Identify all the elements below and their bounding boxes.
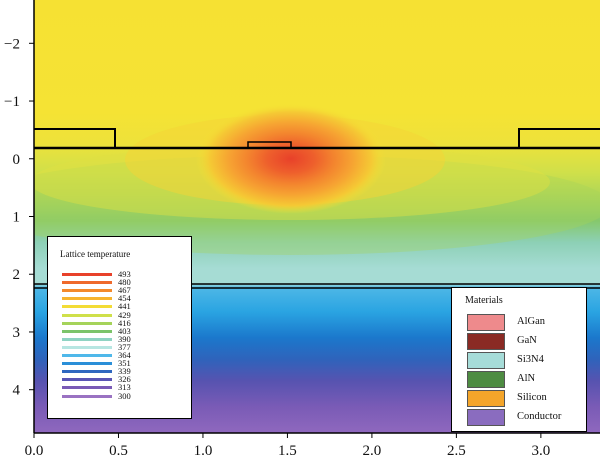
materials-legend-entry: GaN [467, 333, 577, 352]
temperature-legend-value: 429 [118, 309, 131, 320]
x-tick-label: 0.5 [109, 443, 128, 459]
y-tick-label: 1 [13, 210, 21, 226]
materials-legend-swatch [467, 409, 505, 426]
temperature-legend-entry: 339 [62, 366, 172, 377]
temperature-legend-entry: 313 [62, 382, 172, 393]
materials-legend-label: AlN [517, 373, 536, 384]
temperature-legend-swatch [62, 345, 112, 349]
temperature-legend-swatch [62, 313, 112, 317]
y-ticks: −2 −1 0 1 2 3 4 [4, 36, 34, 399]
temperature-legend-value: 493 [118, 269, 131, 279]
temperature-legend-entry: 326 [62, 374, 172, 385]
x-tick-label: 1.5 [278, 443, 297, 459]
temperature-legend-swatch [62, 386, 112, 390]
temperature-legend-swatch [62, 289, 112, 293]
y-tick-label: −1 [4, 94, 20, 110]
y-tick-label: 0 [13, 152, 21, 168]
temperature-legend-swatch [62, 394, 112, 398]
temperature-legend-value: 480 [118, 277, 131, 288]
temperature-legend-value: 467 [118, 285, 131, 296]
temperature-legend-entry: 441 [62, 301, 172, 312]
y-tick-label: 3 [13, 325, 21, 341]
temperature-legend-swatch [62, 354, 112, 357]
temperature-legend-swatch [62, 321, 112, 325]
temperature-legend-entry: 493 [62, 269, 172, 279]
temperature-legend-swatch [62, 281, 112, 285]
temperature-legend-value: 454 [118, 293, 131, 304]
temperature-legend-value: 300 [118, 390, 131, 401]
temperature-legend-entry: 480 [62, 277, 172, 288]
temperature-legend-value: 364 [118, 350, 131, 360]
temperature-legend-entry: 403 [62, 325, 172, 336]
temperature-legend-swatch [62, 362, 112, 366]
temperature-legend-swatch [62, 329, 112, 333]
x-tick-label: 3.0 [531, 443, 550, 459]
x-ticks: 0.0 0.5 1.0 1.5 2.0 2.5 3.0 [25, 433, 550, 459]
temperature-legend-swatch [62, 273, 112, 276]
materials-legend-label: AlGan [517, 316, 545, 327]
materials-legend-swatch [467, 352, 505, 369]
temperature-legend-swatch [62, 297, 112, 301]
materials-legend-entry: AlN [467, 371, 577, 390]
temperature-legend-swatch [62, 337, 112, 341]
temperature-legend-swatch [62, 370, 112, 374]
materials-legend-title: Materials [465, 295, 503, 306]
temperature-legend-swatch [62, 305, 112, 309]
temperature-legend-value: 416 [118, 317, 131, 328]
temperature-legend-value: 441 [118, 301, 131, 312]
materials-legend-swatch [467, 314, 505, 331]
device-structure [34, 128, 600, 289]
temperature-legend-entry: 416 [62, 317, 172, 328]
lattice-temperature-legend: Lattice temperature 493 480 467 454 441 429 41… [47, 236, 192, 419]
x-tick-label: 0.0 [25, 443, 44, 459]
materials-legend-label: Conductor [517, 411, 562, 422]
temperature-legend-entry: 390 [62, 333, 172, 344]
materials-legend-label: Si3N4 [517, 354, 544, 365]
materials-legend-entry: Conductor [467, 409, 577, 428]
temperature-legend-entry: 351 [62, 358, 172, 369]
materials-legend-entry: Silicon [467, 390, 577, 409]
y-tick-label: −2 [4, 36, 20, 52]
temperature-legend-value: 390 [118, 333, 131, 344]
hotspot-region [195, 103, 386, 214]
temperature-legend-entry: 429 [62, 309, 172, 320]
materials-legend-label: GaN [517, 335, 537, 346]
temperature-legend-value: 403 [118, 325, 131, 336]
temperature-legend-value: 339 [118, 366, 131, 377]
materials-legend-entry: AlGan [467, 314, 577, 333]
y-tick-label: 4 [13, 383, 21, 399]
temperature-legend-value: 351 [118, 358, 131, 369]
temperature-legend-entry: 467 [62, 285, 172, 296]
temperature-legend-entry: 454 [62, 293, 172, 304]
lattice-temperature-legend-title: Lattice temperature [60, 249, 131, 259]
y-tick-label: 2 [13, 267, 21, 283]
temperature-legend-value: 326 [118, 374, 131, 385]
materials-legend-swatch [467, 371, 505, 388]
temperature-legend-entry: 300 [62, 390, 172, 401]
materials-legend-entry: Si3N4 [467, 352, 577, 371]
temperature-legend-entry: 377 [62, 341, 172, 352]
temperature-legend-entry: 364 [62, 350, 172, 360]
materials-legend-swatch [467, 333, 505, 350]
x-tick-label: 1.0 [194, 443, 213, 459]
materials-legend-label: Silicon [517, 392, 547, 403]
materials-legend-swatch [467, 390, 505, 407]
temperature-legend-value: 377 [118, 341, 131, 352]
temperature-legend-value: 313 [118, 382, 131, 393]
gate [247, 141, 292, 149]
materials-legend: Materials AlGan GaN Si3N4 AlN Silicon Conduct… [451, 287, 587, 432]
x-tick-label: 2.5 [447, 443, 466, 459]
temperature-legend-swatch [62, 378, 112, 382]
x-tick-label: 2.0 [363, 443, 382, 459]
